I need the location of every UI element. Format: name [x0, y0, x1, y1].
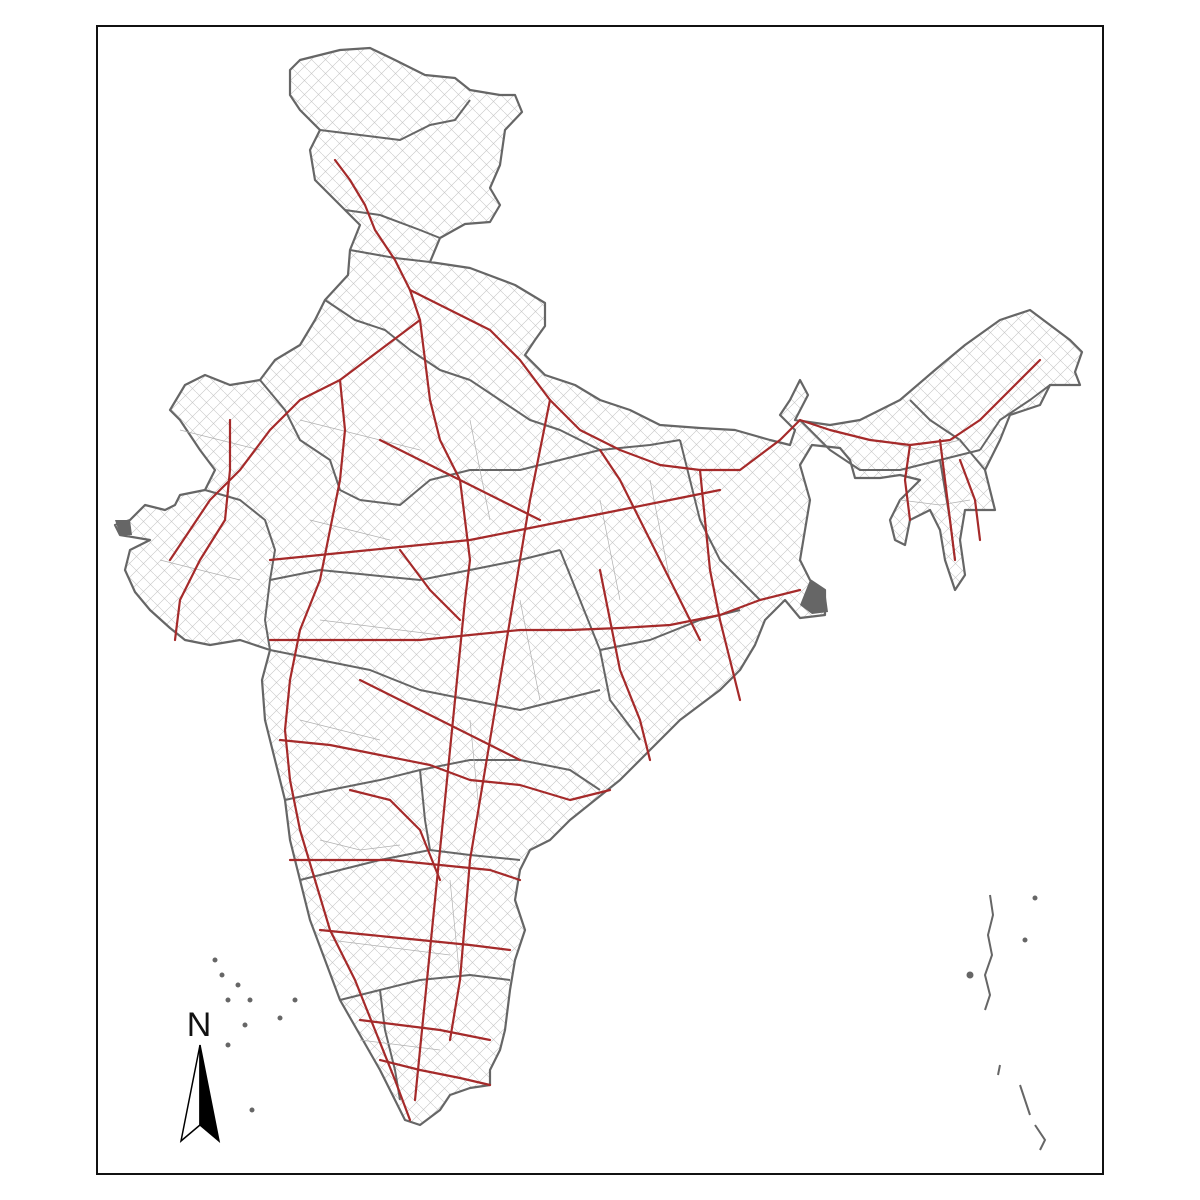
highway: [938, 438, 957, 562]
state-boundary: [359, 439, 681, 506]
island: [1022, 937, 1028, 943]
andaman-islands: [983, 894, 1047, 1151]
district-boundary: [299, 419, 451, 1051]
state-boundary: [259, 379, 361, 501]
highway: [348, 678, 522, 882]
bangladesh-hole: [800, 580, 828, 614]
highway: [798, 358, 1042, 447]
highway: [173, 418, 232, 642]
highway: [358, 1018, 492, 1042]
highway: [408, 288, 802, 472]
highway: [318, 928, 512, 952]
island: [277, 1015, 283, 1021]
gujarat-coast: [115, 520, 132, 535]
island: [1032, 895, 1038, 901]
highway: [598, 568, 652, 762]
island: [235, 982, 241, 988]
north-arrow-label: N: [186, 1006, 212, 1044]
district-boundaries: [159, 419, 971, 1051]
island: [242, 1022, 248, 1028]
state-boundary: [344, 209, 441, 239]
island: [966, 971, 974, 979]
state-boundary: [979, 384, 1051, 451]
highway: [448, 398, 552, 1042]
highway: [168, 318, 422, 562]
state-boundary: [339, 974, 511, 1001]
island: [225, 1042, 231, 1048]
island: [219, 972, 225, 978]
country-outline: [113, 46, 1084, 1127]
highway: [698, 468, 742, 702]
island: [247, 997, 253, 1003]
highway: [288, 858, 522, 882]
state-boundary: [799, 419, 981, 471]
state-boundary: [349, 249, 431, 263]
road-network: [168, 158, 1042, 1122]
north-arrow-right: [199, 1044, 221, 1143]
highway: [378, 1058, 492, 1087]
state-boundaries: [204, 99, 1051, 1101]
highway: [268, 488, 722, 562]
north-arrow: [179, 1044, 221, 1143]
highway: [268, 588, 802, 642]
islands: [115, 520, 1047, 1151]
state-boundary: [319, 99, 471, 141]
island: [212, 957, 218, 963]
mainland-india: [113, 46, 1084, 1127]
island: [225, 997, 231, 1003]
state-boundary: [679, 439, 761, 601]
highway: [278, 738, 612, 802]
state-boundary: [269, 649, 601, 711]
state-boundary: [324, 299, 471, 381]
north-arrow-left: [179, 1044, 201, 1143]
highway: [378, 438, 542, 622]
district-boundary: [159, 429, 971, 581]
highway: [598, 448, 702, 642]
island: [249, 1107, 255, 1113]
state-boundary: [204, 489, 276, 651]
state-boundary: [299, 849, 521, 881]
district-boundary: [449, 419, 671, 981]
state-boundary: [469, 379, 601, 451]
state-boundary: [284, 759, 601, 801]
state-boundary: [419, 769, 431, 851]
state-boundary: [909, 399, 986, 471]
highway: [283, 378, 412, 1122]
island: [292, 997, 298, 1003]
highway: [903, 443, 982, 542]
